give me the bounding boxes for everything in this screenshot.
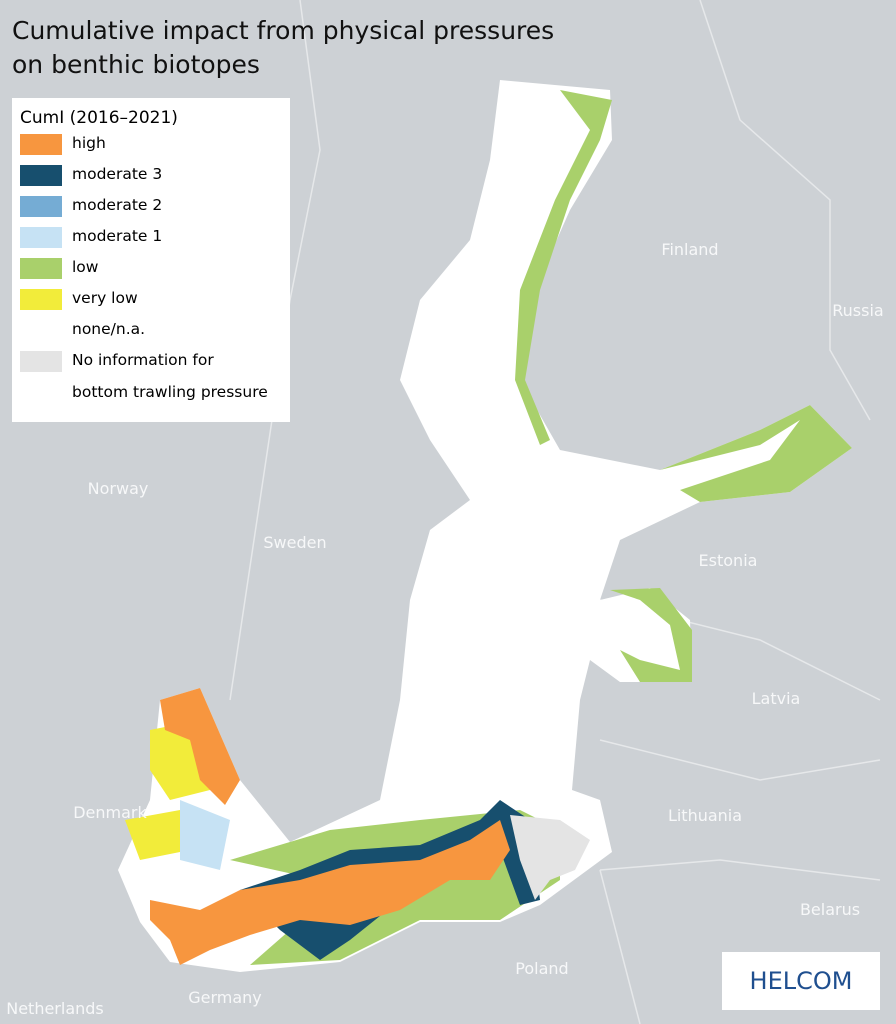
- legend-swatch: [20, 134, 62, 155]
- legend-item: moderate 3: [20, 165, 282, 196]
- legend-item: low: [20, 258, 282, 289]
- legend-label: none/n.a.: [72, 320, 145, 338]
- legend-label: moderate 2: [72, 196, 162, 214]
- country-label: Russia: [832, 301, 883, 320]
- legend-item: very low: [20, 289, 282, 320]
- legend-label: very low: [72, 289, 138, 307]
- impact-patches: [125, 90, 852, 965]
- legend-label-line: No information for: [72, 351, 214, 369]
- legend-swatch: [20, 289, 62, 310]
- patch: [610, 588, 692, 682]
- legend-item: moderate 1: [20, 227, 282, 258]
- legend-label-line: low: [72, 258, 99, 276]
- patch: [125, 810, 190, 860]
- country-label: Lithuania: [668, 806, 742, 825]
- legend-label: moderate 3: [72, 165, 162, 183]
- country-label: Norway: [88, 479, 149, 498]
- country-label: Denmark: [73, 803, 147, 822]
- legend-item: high: [20, 134, 282, 165]
- legend-item: moderate 2: [20, 196, 282, 227]
- country-label: Finland: [661, 240, 718, 259]
- map-title: Cumulative impact from physical pressure…: [12, 14, 554, 82]
- patch: [150, 820, 510, 965]
- legend-label-line: none/n.a.: [72, 320, 146, 338]
- legend-swatch: [20, 196, 62, 217]
- patch: [510, 815, 590, 900]
- legend: CumI (2016–2021) high moderate 3 moderate …: [12, 98, 290, 422]
- legend-label: high: [72, 134, 106, 152]
- patch: [160, 688, 240, 805]
- legend-label-line: bottom trawling pressure: [72, 383, 268, 401]
- patch: [515, 90, 612, 445]
- border: [599, 869, 641, 1024]
- country-label: Poland: [515, 959, 568, 978]
- legend-label: moderate 1: [72, 227, 162, 245]
- legend-label-line: moderate 2: [72, 196, 163, 214]
- country-label: Germany: [188, 988, 262, 1007]
- legend-swatch: [20, 165, 62, 186]
- legend-item: none/n.a.: [20, 320, 282, 351]
- title-line: Cumulative impact from physical pressure…: [12, 16, 555, 45]
- legend-label-line: moderate 1: [72, 227, 163, 245]
- legend-swatch: [20, 258, 62, 279]
- legend-title: CumI (2016–2021): [20, 108, 178, 128]
- legend-swatch: [20, 351, 62, 372]
- border: [229, 0, 321, 701]
- country-label: Sweden: [263, 533, 326, 552]
- country-label: Latvia: [752, 689, 801, 708]
- country-label: Belarus: [800, 900, 860, 919]
- patch: [660, 405, 852, 502]
- border: [599, 739, 881, 781]
- border: [599, 859, 881, 881]
- patch: [180, 800, 230, 870]
- country-label: Netherlands: [6, 999, 104, 1018]
- legend-label: No information for bottom trawling pressu…: [72, 351, 268, 401]
- sea: [118, 80, 852, 972]
- legend-label-line: very low: [72, 289, 138, 307]
- legend-item: No information for bottom trawling pressu…: [20, 351, 282, 401]
- border: [699, 0, 871, 421]
- logo: HELCOM: [722, 952, 880, 1010]
- legend-swatch: [20, 227, 62, 248]
- legend-label-line: moderate 3: [72, 165, 163, 183]
- country-labels: Finland Russia Sweden Norway Estonia Lat…: [6, 240, 884, 1018]
- legend-label: low: [72, 258, 98, 276]
- title-line: on benthic biotopes: [12, 50, 260, 79]
- legend-label-line: high: [72, 134, 106, 152]
- country-label: Estonia: [699, 551, 758, 570]
- legend-swatch: [20, 320, 62, 341]
